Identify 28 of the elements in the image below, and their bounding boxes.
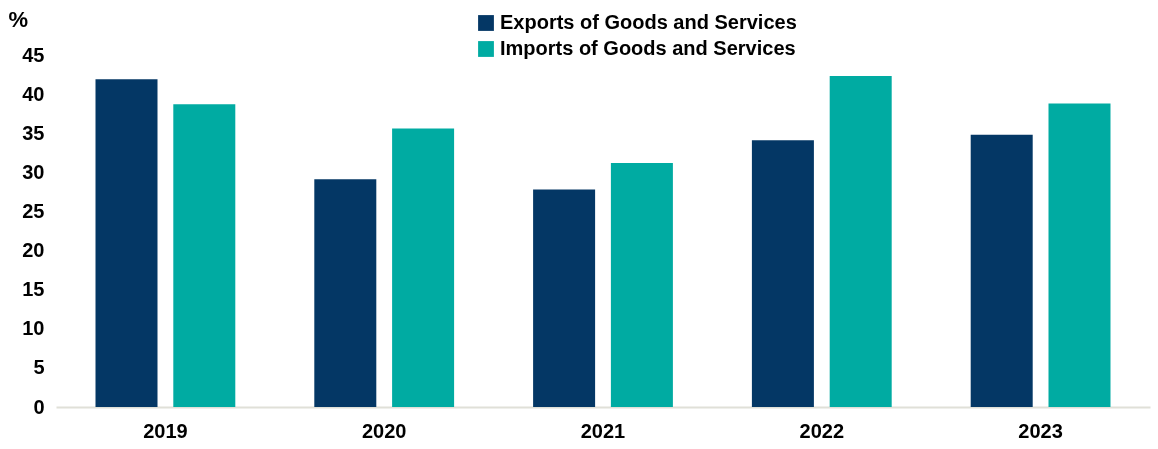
y-tick-label: 5 bbox=[33, 356, 45, 379]
bar bbox=[829, 76, 892, 407]
y-tick-label: 20 bbox=[22, 239, 45, 262]
x-tick-label: 2019 bbox=[143, 419, 188, 442]
y-tick-label: 45 bbox=[22, 43, 45, 66]
bar bbox=[751, 140, 814, 407]
bar bbox=[173, 104, 236, 407]
x-tick-label: 2020 bbox=[361, 419, 407, 442]
y-tick-label: 40 bbox=[22, 82, 45, 105]
y-tick-label: 30 bbox=[22, 160, 45, 183]
legend-label: Imports of Goods and Services bbox=[500, 37, 796, 59]
bar bbox=[392, 128, 455, 407]
bar bbox=[95, 79, 158, 407]
legend-label: Exports of Goods and Services bbox=[500, 11, 797, 33]
y-tick-label: 35 bbox=[22, 121, 45, 144]
bar bbox=[533, 189, 596, 407]
bar bbox=[610, 162, 673, 407]
x-tick-label: 2023 bbox=[1018, 419, 1063, 442]
x-tick-label: 2021 bbox=[580, 419, 626, 442]
y-tick-label: 15 bbox=[22, 278, 45, 301]
bar bbox=[1048, 103, 1111, 407]
bar bbox=[970, 134, 1033, 407]
y-axis-title: % bbox=[8, 6, 29, 32]
y-tick-label: 0 bbox=[33, 395, 45, 418]
x-tick-label: 2022 bbox=[799, 419, 845, 442]
y-tick-label: 25 bbox=[22, 199, 45, 222]
y-tick-label: 10 bbox=[22, 317, 45, 340]
bar bbox=[314, 179, 377, 407]
